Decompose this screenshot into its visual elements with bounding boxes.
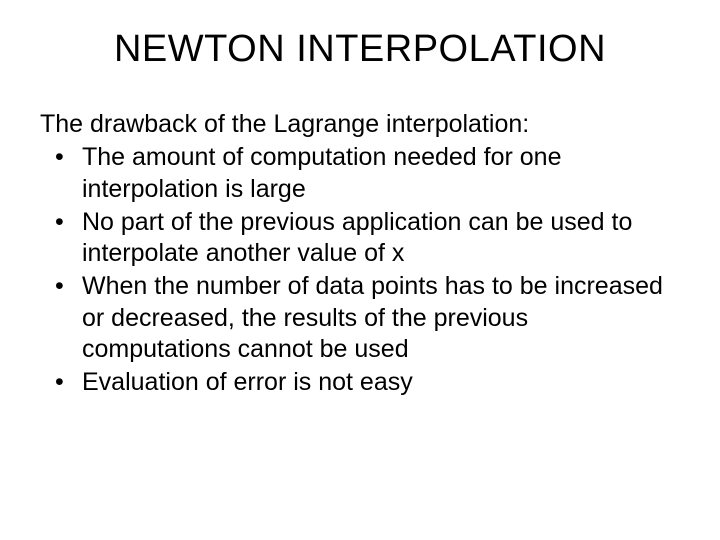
list-item: Evaluation of error is not easy [40, 367, 680, 398]
intro-text: The drawback of the Lagrange interpolati… [40, 109, 680, 140]
list-item: When the number of data points has to be… [40, 271, 680, 365]
list-item: No part of the previous application can … [40, 207, 680, 270]
slide-title: NEWTON INTERPOLATION [40, 28, 680, 71]
bullet-list: The amount of computation needed for one… [40, 142, 680, 398]
list-item: The amount of computation needed for one… [40, 142, 680, 205]
